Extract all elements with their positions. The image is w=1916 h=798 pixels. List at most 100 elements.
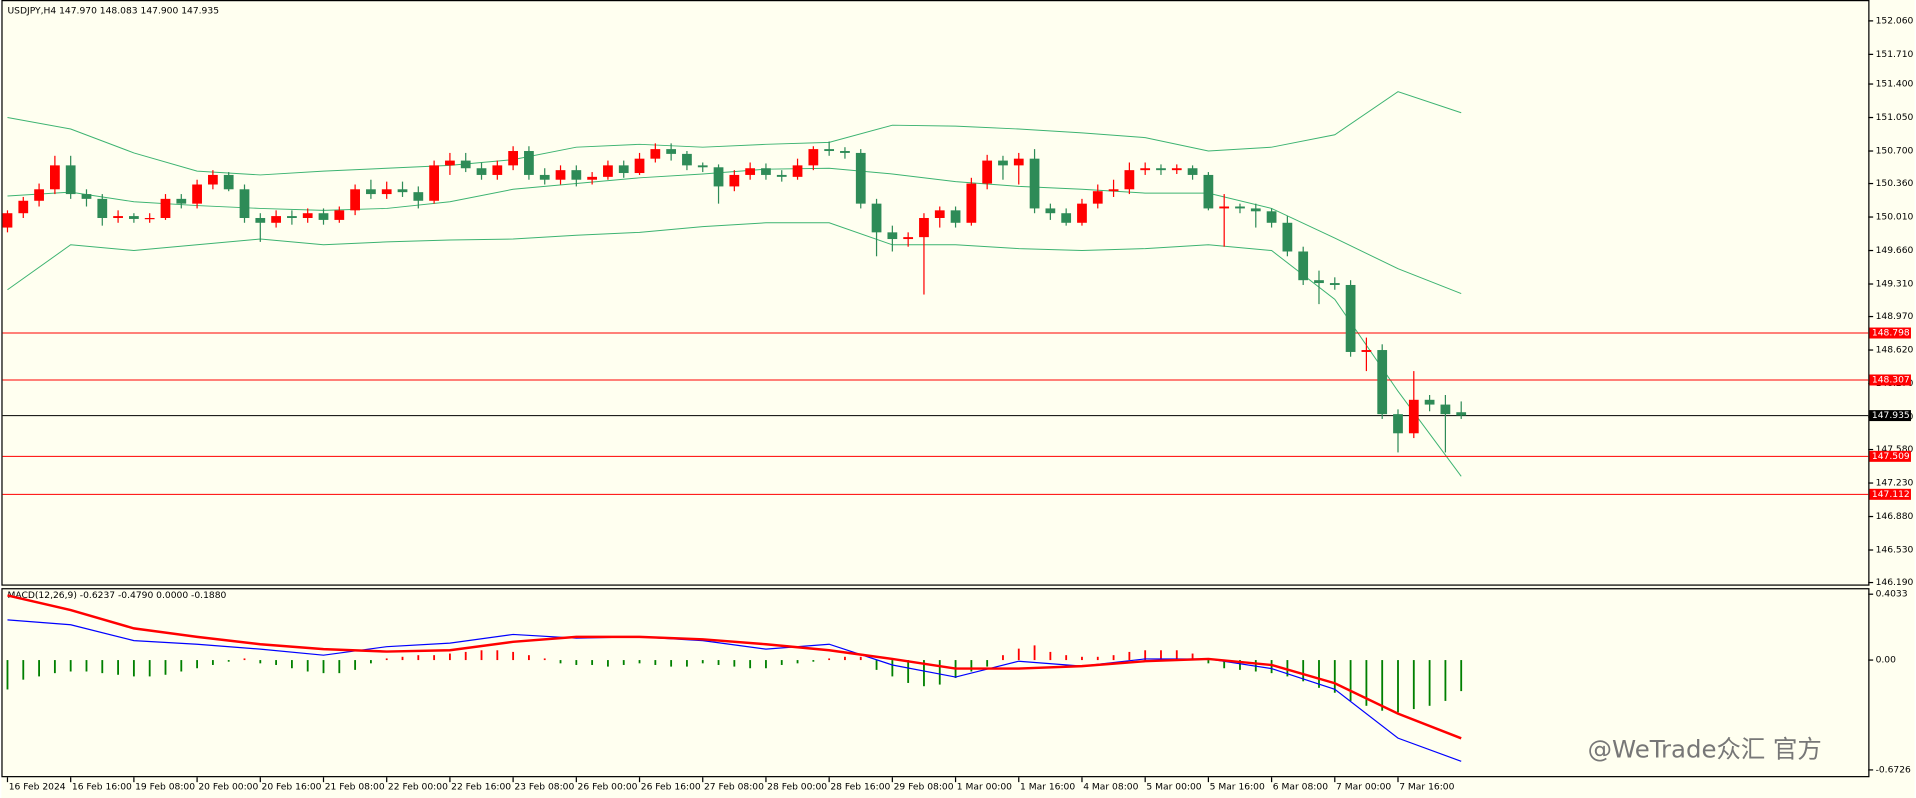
candle-body xyxy=(618,165,629,174)
candle-body xyxy=(65,165,76,195)
candle-body xyxy=(18,200,29,214)
candle-body xyxy=(776,174,787,177)
x-tick-label: 1 Mar 00:00 xyxy=(957,783,1012,793)
candle-body xyxy=(1377,350,1388,415)
candle-body xyxy=(1092,191,1103,204)
candle-body xyxy=(1124,170,1135,190)
candle-body xyxy=(761,168,771,175)
candle-body xyxy=(223,174,234,190)
candle-body xyxy=(634,158,645,174)
candle-body xyxy=(429,165,439,201)
candle-body xyxy=(603,165,613,177)
x-tick-label: 6 Mar 08:00 xyxy=(1273,783,1328,793)
x-tick-label: 19 Feb 08:00 xyxy=(135,783,195,793)
candle-body xyxy=(555,170,566,180)
candle-body xyxy=(1156,168,1166,171)
candle-body xyxy=(113,216,123,218)
candle-body xyxy=(1061,213,1072,223)
y-tick-label: 146.530 xyxy=(1876,546,1914,556)
macd-title: MACD(12,26,9) -0.6237 -0.4790 0.0000 -0.… xyxy=(7,591,226,601)
candle-body xyxy=(1393,414,1403,434)
candle-body xyxy=(1140,168,1151,171)
candle-body xyxy=(160,198,171,218)
y-tick-label: 147.230 xyxy=(1876,479,1914,489)
level-tag xyxy=(1869,450,1911,462)
x-tick-label: 20 Feb 00:00 xyxy=(198,783,258,793)
candle-body xyxy=(982,160,993,184)
candle-body xyxy=(1013,158,1024,166)
candle-body xyxy=(919,217,929,238)
candle-body xyxy=(1440,404,1451,415)
level-tag xyxy=(1869,327,1911,339)
candle-body xyxy=(1250,208,1261,212)
candle-body xyxy=(413,192,424,201)
level-label: 147.935 xyxy=(1872,411,1910,421)
candle-body xyxy=(81,194,92,199)
candle-body xyxy=(318,213,329,220)
band-upper xyxy=(7,91,1462,176)
candle-body xyxy=(808,149,819,166)
y-tick-label: 150.700 xyxy=(1876,147,1914,157)
band-lower xyxy=(7,222,1462,477)
candle-body xyxy=(287,216,297,218)
candle-body xyxy=(1298,251,1309,281)
candle-body xyxy=(1219,206,1230,209)
candle-body xyxy=(1345,284,1356,352)
macd-y-tick-label: -0.6726 xyxy=(1876,765,1911,775)
x-tick-label: 22 Feb 16:00 xyxy=(451,783,511,793)
candle-body xyxy=(1408,399,1419,434)
candle-body xyxy=(381,189,392,195)
y-tick-label: 150.360 xyxy=(1876,179,1914,189)
candle-body xyxy=(2,213,13,228)
macd-y-tick-label: 0.4033 xyxy=(1876,590,1908,600)
level-label: 148.798 xyxy=(1872,329,1910,339)
candle-body xyxy=(1171,168,1182,171)
candle-body xyxy=(571,170,582,180)
x-tick-label: 5 Mar 00:00 xyxy=(1146,783,1201,793)
candle-body xyxy=(334,210,345,220)
candle-body xyxy=(176,198,187,204)
candle-body xyxy=(97,198,108,218)
x-tick-label: 4 Mar 08:00 xyxy=(1083,783,1138,793)
candle-body xyxy=(587,176,598,180)
candle-body xyxy=(666,149,677,154)
candle-body xyxy=(1314,280,1324,284)
candle-body xyxy=(1108,189,1119,192)
candle-body xyxy=(682,153,692,166)
x-tick-label: 1 Mar 16:00 xyxy=(1020,783,1075,793)
x-tick-label: 28 Feb 16:00 xyxy=(830,783,890,793)
level-label: 147.112 xyxy=(1872,490,1910,500)
price-panel-frame xyxy=(1,0,1870,586)
candle-body xyxy=(934,210,945,218)
candle-body xyxy=(1187,168,1198,175)
x-tick-label: 26 Feb 16:00 xyxy=(641,783,701,793)
candle-body xyxy=(1077,203,1087,223)
candle-body xyxy=(508,151,519,166)
y-tick-label: 146.880 xyxy=(1876,512,1914,522)
candle-body xyxy=(729,174,740,187)
x-tick-label: 5 Mar 16:00 xyxy=(1210,783,1265,793)
candle-body xyxy=(713,167,724,187)
candle-body xyxy=(144,217,155,220)
candle-body xyxy=(524,151,534,175)
candle-body xyxy=(871,203,882,233)
y-tick-label: 149.660 xyxy=(1876,246,1914,256)
level-tag xyxy=(1869,488,1911,500)
candle-body xyxy=(492,165,503,175)
macd-y-tick-label: 0.00 xyxy=(1876,656,1897,666)
candle-body xyxy=(255,217,266,223)
candle-body xyxy=(1203,174,1214,209)
y-tick-label: 151.050 xyxy=(1876,113,1914,123)
candle-body xyxy=(1235,206,1245,209)
candle-body xyxy=(950,210,961,223)
candle-body xyxy=(1424,399,1435,405)
candle-body xyxy=(208,174,218,185)
candle-body xyxy=(650,149,661,159)
y-tick-label: 151.710 xyxy=(1876,50,1914,60)
candle-body xyxy=(824,149,835,152)
candle-body xyxy=(192,184,202,204)
candle-body xyxy=(271,216,281,223)
candle-body xyxy=(1361,350,1372,352)
candle-body xyxy=(34,189,44,201)
